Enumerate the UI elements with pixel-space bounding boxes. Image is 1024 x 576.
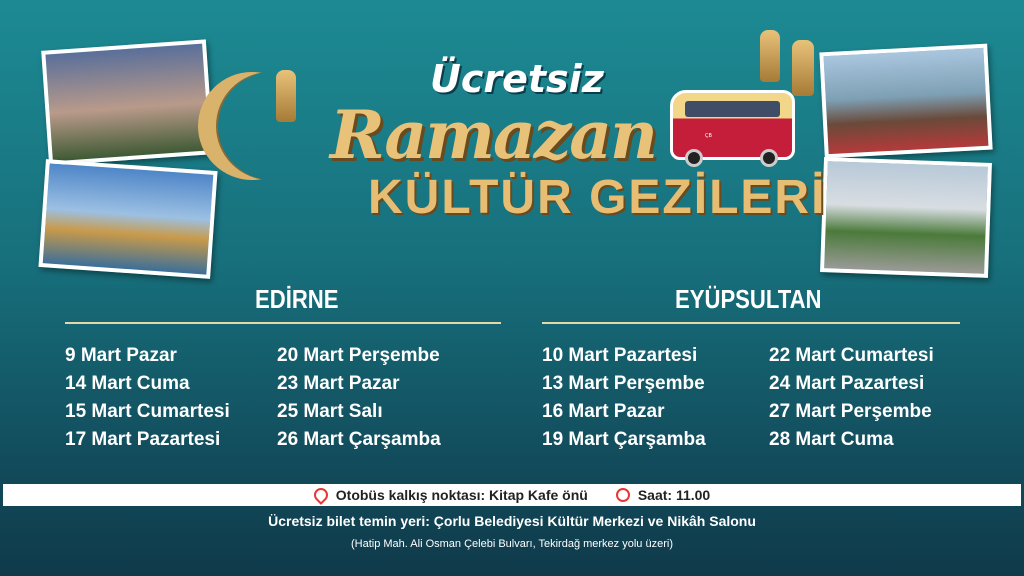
title-ramazan: Ramazan — [330, 96, 658, 174]
divider — [65, 322, 501, 324]
date-item: 17 Mart Pazartesi — [65, 429, 221, 450]
date-item: 13 Mart Perşembe — [542, 373, 705, 394]
edirne-dates-col2: 20 Mart Perşembe 23 Mart Pazar 25 Mart S… — [277, 342, 441, 454]
lantern-icon — [276, 70, 296, 122]
date-item: 14 Mart Cuma — [65, 373, 190, 394]
photo-pierre-loti-cafe — [819, 43, 993, 159]
heading-edirne: EDİRNE — [255, 284, 339, 314]
divider — [542, 322, 960, 324]
ticket-location: Ücretsiz bilet temin yeri: Çorlu Belediy… — [268, 513, 756, 529]
lantern-icon — [792, 40, 814, 96]
photo-edirne-bridge — [38, 159, 218, 279]
eyupsultan-dates-col1: 10 Mart Pazartesi 13 Mart Perşembe 16 Ma… — [542, 342, 706, 454]
van-logo: ÇB — [705, 133, 712, 139]
date-item: 16 Mart Pazar — [542, 401, 665, 422]
date-item: 10 Mart Pazartesi — [542, 345, 698, 366]
departure-text: Otobüs kalkış noktası: Kitap Kafe önü — [335, 487, 588, 503]
lantern-icon — [760, 30, 780, 82]
departure-bar: Otobüs kalkış noktası: Kitap Kafe önü Sa… — [3, 484, 1021, 506]
photo-selimiye-mosque — [41, 39, 214, 166]
title-culture-trips: KÜLTÜR GEZİLERİ — [368, 171, 827, 224]
date-item: 26 Mart Çarşamba — [277, 429, 441, 450]
date-item: 24 Mart Pazartesi — [769, 373, 925, 394]
date-item: 20 Mart Perşembe — [277, 345, 440, 366]
clock-icon — [615, 488, 630, 502]
date-item: 25 Mart Salı — [277, 401, 383, 422]
title-free: Ücretsiz — [430, 57, 604, 101]
date-item: 23 Mart Pazar — [277, 373, 400, 394]
van-illustration: ÇB — [670, 90, 795, 167]
date-item: 22 Mart Cumartesi — [769, 345, 934, 366]
edirne-dates-col1: 9 Mart Pazar 14 Mart Cuma 15 Mart Cumart… — [65, 342, 230, 454]
address: (Hatip Mah. Ali Osman Çelebi Bulvarı, Te… — [351, 538, 673, 550]
date-item: 15 Mart Cumartesi — [65, 401, 230, 422]
time-text: Saat: 11.00 — [637, 487, 711, 503]
photo-eyup-sultan-mosque — [820, 157, 992, 278]
date-item: 9 Mart Pazar — [65, 345, 177, 366]
date-item: 27 Mart Perşembe — [769, 401, 932, 422]
heading-eyupsultan: EYÜPSULTAN — [675, 284, 822, 314]
date-item: 28 Mart Cuma — [769, 429, 894, 450]
date-item: 19 Mart Çarşamba — [542, 429, 706, 450]
eyupsultan-dates-col2: 22 Mart Cumartesi 24 Mart Pazartesi 27 M… — [769, 342, 934, 454]
location-pin-icon — [310, 485, 331, 505]
